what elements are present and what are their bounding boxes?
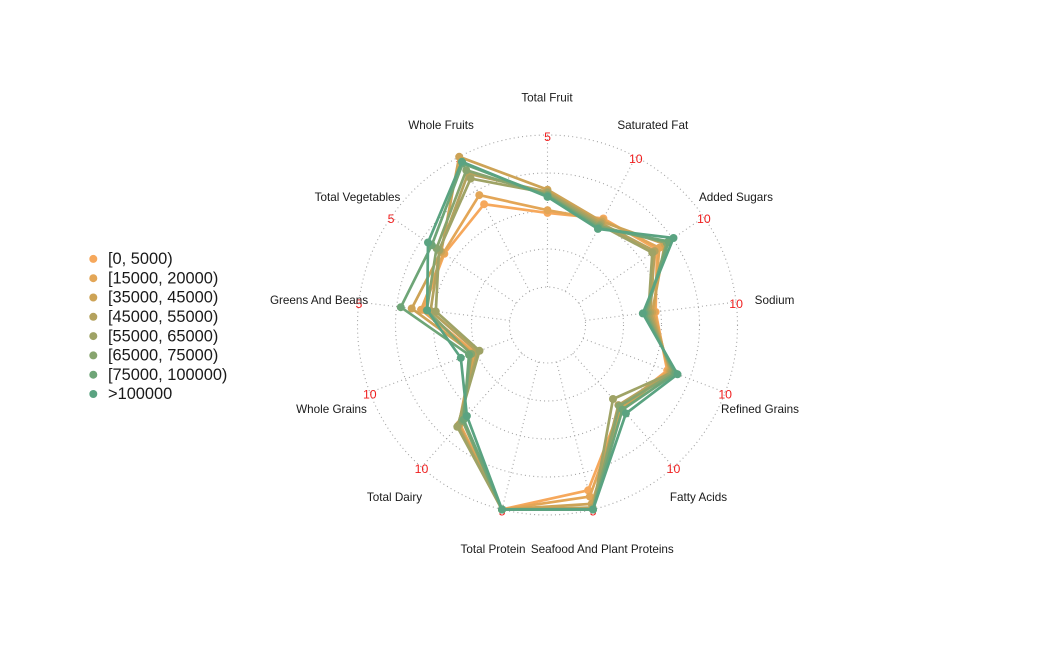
svg-text:10: 10 (697, 212, 711, 226)
svg-text:Total Vegetables: Total Vegetables (315, 191, 401, 204)
svg-text:5: 5 (388, 212, 395, 226)
svg-text:[75000, 100000): [75000, 100000) (108, 366, 227, 384)
svg-text:[35000, 45000): [35000, 45000) (108, 289, 218, 307)
svg-text:10: 10 (363, 387, 377, 401)
svg-text:[0, 5000): [0, 5000) (108, 250, 173, 268)
svg-text:Total Dairy: Total Dairy (367, 491, 422, 504)
svg-text:Fatty Acids: Fatty Acids (670, 491, 727, 504)
svg-text:Whole Fruits: Whole Fruits (408, 119, 474, 132)
svg-text:[15000, 20000): [15000, 20000) (108, 269, 218, 287)
svg-text:Whole Grains: Whole Grains (296, 403, 367, 416)
svg-text:10: 10 (415, 462, 429, 476)
svg-text:Refined Grains: Refined Grains (721, 403, 799, 416)
svg-text:[55000, 65000): [55000, 65000) (108, 327, 218, 345)
svg-text:Greens And Beans: Greens And Beans (270, 294, 368, 307)
svg-text:[45000, 55000): [45000, 55000) (108, 308, 218, 326)
svg-text:Seafood And Plant Proteins: Seafood And Plant Proteins (531, 543, 674, 556)
svg-text:Total Fruit: Total Fruit (521, 92, 573, 105)
svg-text:10: 10 (718, 387, 732, 401)
svg-text:Total Protein: Total Protein (461, 543, 526, 556)
svg-text:10: 10 (667, 462, 681, 476)
svg-text:10: 10 (629, 152, 643, 166)
svg-text:10: 10 (729, 297, 743, 311)
svg-text:5: 5 (355, 297, 362, 311)
svg-text:>100000: >100000 (108, 385, 172, 403)
svg-text:5: 5 (544, 130, 551, 144)
svg-text:Added Sugars: Added Sugars (699, 191, 773, 204)
svg-text:Saturated Fat: Saturated Fat (617, 119, 689, 132)
svg-text:Sodium: Sodium (755, 294, 795, 307)
svg-text:[65000, 75000): [65000, 75000) (108, 347, 218, 365)
